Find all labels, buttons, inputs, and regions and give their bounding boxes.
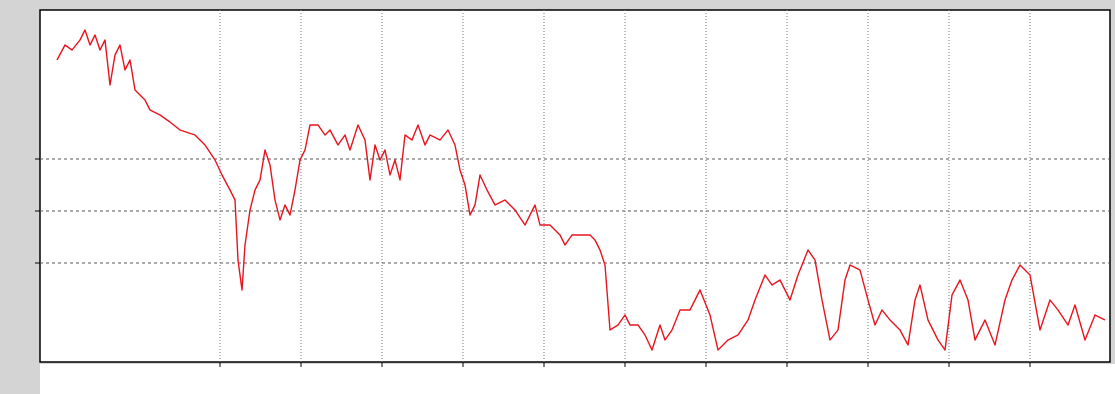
grid bbox=[35, 10, 1110, 367]
data-line bbox=[56, 29, 1106, 351]
x-axis-band bbox=[40, 364, 1115, 394]
plot-area bbox=[39, 9, 1111, 363]
marks bbox=[56, 29, 1106, 351]
